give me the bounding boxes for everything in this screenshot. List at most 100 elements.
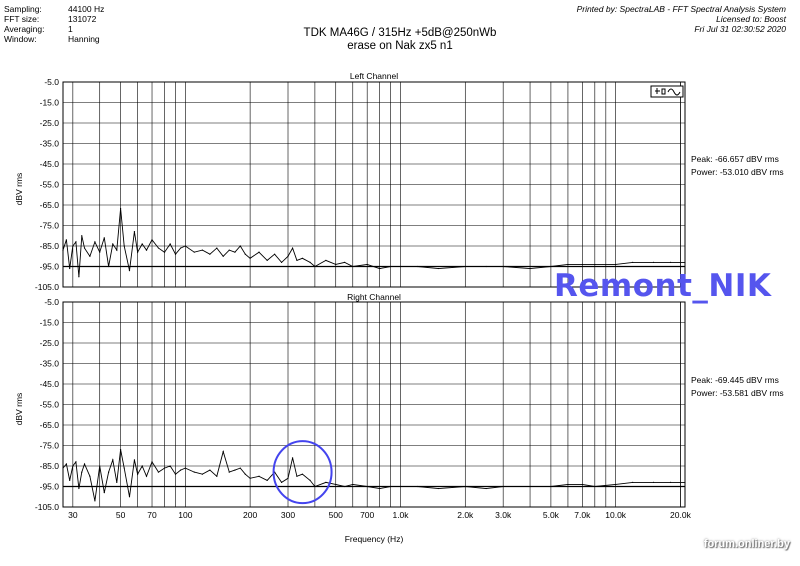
legend-icon[interactable] xyxy=(650,85,684,98)
left-data-point xyxy=(201,249,203,251)
watermark-remont-nik: Remont_NIK xyxy=(554,268,772,304)
right-data-point xyxy=(169,465,171,467)
xtick-label: 30 xyxy=(68,510,78,520)
left-data-point xyxy=(239,245,241,247)
right-data-point xyxy=(594,485,596,488)
left-data-point xyxy=(390,265,392,268)
right-ytick-label: -65.0 xyxy=(40,420,60,430)
right-data-point xyxy=(352,483,354,486)
left-ytick-label: -65.0 xyxy=(40,200,60,210)
right-data-point xyxy=(550,485,552,488)
right-channel-title: Right Channel xyxy=(347,292,401,302)
left-data-point xyxy=(567,263,569,266)
left-data-point xyxy=(244,253,246,255)
left-data-point xyxy=(72,245,74,247)
right-data-point xyxy=(184,467,186,469)
right-data-point xyxy=(145,475,148,477)
chart-title: TDK MA46G / 315Hz +5dB@250nWb erase on N… xyxy=(0,27,800,53)
xtick-label: 3.0k xyxy=(495,510,512,520)
right-stats: Peak: -69.445 dBV rms Power: -53.581 dBV… xyxy=(691,374,784,400)
left-data-point xyxy=(550,265,552,268)
left-spectrum-trace xyxy=(62,208,685,277)
right-data-point xyxy=(239,467,241,469)
param-averaging: Averaging: 1 xyxy=(4,24,104,34)
xtick-label: 50 xyxy=(116,510,126,520)
left-data-point xyxy=(62,249,64,251)
left-data-point xyxy=(464,265,466,268)
right-data-point xyxy=(309,479,311,481)
xtick-label: 70 xyxy=(147,510,157,520)
right-ytick-label: -25.0 xyxy=(40,338,60,348)
left-data-point xyxy=(145,249,148,251)
right-data-point xyxy=(69,479,71,481)
left-data-point xyxy=(193,251,195,253)
left-data-point xyxy=(157,247,160,249)
left-data-point xyxy=(615,263,617,266)
right-data-point xyxy=(65,463,67,465)
right-data-point xyxy=(280,481,283,483)
param-value: 44100 Hz xyxy=(68,4,105,14)
left-data-point xyxy=(325,259,327,261)
right-data-point xyxy=(141,465,143,467)
right-data-point xyxy=(89,475,91,477)
left-data-point xyxy=(228,249,230,251)
xtick-label: 300 xyxy=(281,510,295,520)
right-data-point xyxy=(615,483,617,486)
left-data-point xyxy=(258,251,260,253)
chart-title-line2: erase on Nak zx5 n1 xyxy=(347,40,453,52)
right-data-point xyxy=(301,473,304,475)
right-data-point xyxy=(128,496,131,498)
left-data-point xyxy=(234,251,236,253)
right-ytick-label: -5.0 xyxy=(44,297,59,307)
param-sampling: Sampling: 44100 Hz xyxy=(4,4,104,14)
right-data-point xyxy=(72,465,74,467)
right-data-point xyxy=(287,477,289,479)
right-data-point xyxy=(222,451,224,453)
xtick-label: 200 xyxy=(243,510,257,520)
right-data-point xyxy=(399,485,402,488)
param-key: FFT size: xyxy=(4,14,40,24)
xtick-label: 7.0k xyxy=(574,510,591,520)
left-ytick-label: -85.0 xyxy=(40,241,60,251)
left-ytick-label: -105.0 xyxy=(35,282,59,292)
right-data-point xyxy=(234,469,236,471)
left-ytick-label: -15.0 xyxy=(40,98,60,108)
param-window: Window: Hanning xyxy=(4,34,104,44)
right-data-point xyxy=(209,469,211,471)
right-data-point xyxy=(123,467,125,469)
right-data-point xyxy=(366,485,368,488)
x-axis-ticks: 30 50 70 100 200 300 500 700 1.0k 2.0k 3.0k 5.0k 7.0… xyxy=(68,510,691,520)
left-data-point xyxy=(83,247,86,249)
right-data-point xyxy=(296,475,298,477)
left-data-point xyxy=(301,257,304,259)
param-fft-size: FFT size: 131072 xyxy=(4,14,104,24)
left-channel-plot: -5.0 -15.0 -25.0 -35.0 -45.0 -55.0 -65.0 -75.0 -… xyxy=(35,77,686,292)
printed-by: Printed by: SpectraLAB - FFT Spectral An… xyxy=(576,4,786,14)
left-data-point xyxy=(112,243,114,245)
left-data-point xyxy=(103,237,105,239)
right-data-point xyxy=(502,485,504,488)
right-data-point xyxy=(485,487,487,490)
left-data-point xyxy=(280,261,283,263)
xtick-label: 700 xyxy=(360,510,374,520)
right-data-point xyxy=(581,483,583,486)
left-ytick-label: -5.0 xyxy=(44,77,59,87)
left-data-point xyxy=(216,247,218,249)
left-ytick-label: -75.0 xyxy=(40,221,60,231)
left-data-point xyxy=(99,251,101,253)
left-data-point xyxy=(209,253,211,255)
left-data-point xyxy=(379,267,381,270)
left-data-point xyxy=(151,239,153,241)
right-data-point xyxy=(75,461,77,463)
right-data-point xyxy=(99,465,101,467)
left-data-point xyxy=(75,241,77,243)
right-data-point xyxy=(119,449,122,451)
left-data-point xyxy=(352,265,354,268)
left-data-point xyxy=(287,255,289,257)
right-data-point xyxy=(437,487,439,490)
left-data-point xyxy=(169,243,171,245)
right-data-point xyxy=(94,500,96,502)
xtick-label: 500 xyxy=(329,510,343,520)
left-data-point xyxy=(108,265,110,268)
right-data-point xyxy=(133,459,136,461)
